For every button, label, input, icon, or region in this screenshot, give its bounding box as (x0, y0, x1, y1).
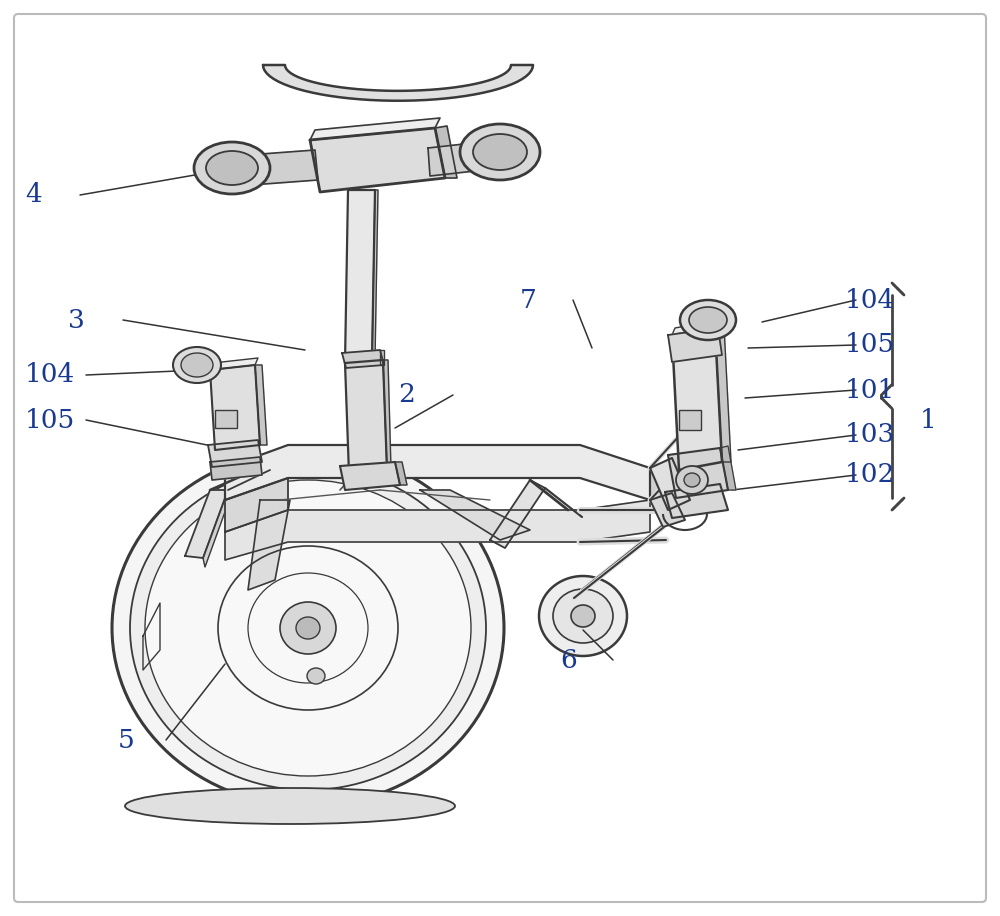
Polygon shape (672, 320, 718, 335)
Text: 101: 101 (845, 377, 895, 402)
Text: 5: 5 (118, 727, 135, 753)
Polygon shape (203, 490, 230, 567)
Polygon shape (668, 448, 728, 498)
Text: 7: 7 (520, 288, 537, 312)
Polygon shape (490, 480, 545, 548)
Ellipse shape (112, 450, 504, 806)
Text: 1: 1 (920, 408, 937, 432)
Polygon shape (225, 478, 288, 532)
Ellipse shape (173, 347, 221, 383)
Polygon shape (340, 462, 400, 490)
Polygon shape (345, 190, 375, 363)
Ellipse shape (553, 589, 613, 643)
Polygon shape (720, 446, 736, 490)
Ellipse shape (676, 466, 708, 494)
Ellipse shape (571, 605, 595, 627)
Polygon shape (428, 140, 502, 176)
Ellipse shape (145, 480, 471, 776)
Text: 103: 103 (845, 422, 895, 448)
Ellipse shape (194, 142, 270, 194)
Polygon shape (208, 440, 262, 467)
Polygon shape (650, 458, 680, 500)
Polygon shape (208, 360, 215, 372)
Bar (215, 410, 237, 428)
Text: 105: 105 (845, 333, 895, 357)
Polygon shape (143, 603, 160, 670)
Text: 102: 102 (845, 463, 895, 487)
Polygon shape (255, 365, 267, 445)
Polygon shape (342, 350, 384, 368)
Polygon shape (225, 445, 650, 500)
Polygon shape (263, 65, 533, 101)
Ellipse shape (296, 617, 320, 639)
Ellipse shape (689, 307, 727, 333)
Polygon shape (380, 350, 384, 365)
Polygon shape (718, 314, 727, 330)
Text: 3: 3 (68, 308, 85, 333)
Polygon shape (650, 458, 690, 510)
Polygon shape (185, 490, 228, 558)
Ellipse shape (181, 353, 213, 377)
Ellipse shape (130, 466, 486, 790)
Polygon shape (383, 360, 391, 470)
Bar (679, 410, 701, 430)
Text: 6: 6 (560, 648, 577, 672)
Ellipse shape (473, 134, 527, 170)
Ellipse shape (539, 576, 627, 656)
Polygon shape (345, 360, 387, 474)
Polygon shape (668, 328, 722, 362)
Text: 2: 2 (398, 383, 415, 408)
Polygon shape (372, 190, 378, 360)
Ellipse shape (307, 668, 325, 684)
Ellipse shape (125, 788, 455, 824)
Polygon shape (420, 490, 530, 540)
Text: 104: 104 (845, 288, 895, 312)
Polygon shape (395, 462, 407, 485)
Ellipse shape (680, 300, 736, 340)
Text: 104: 104 (25, 363, 75, 387)
Polygon shape (210, 457, 262, 480)
Polygon shape (672, 328, 722, 470)
Polygon shape (665, 484, 728, 518)
Ellipse shape (206, 151, 258, 185)
Text: 4: 4 (25, 182, 42, 208)
Polygon shape (310, 128, 445, 192)
Text: 105: 105 (25, 408, 75, 432)
Polygon shape (248, 500, 290, 590)
Polygon shape (210, 358, 258, 370)
Polygon shape (225, 500, 650, 560)
Polygon shape (715, 326, 731, 462)
Polygon shape (650, 493, 685, 527)
Ellipse shape (460, 124, 540, 180)
Polygon shape (210, 365, 260, 450)
Ellipse shape (280, 602, 336, 654)
Polygon shape (248, 150, 318, 185)
Polygon shape (435, 126, 457, 178)
Polygon shape (310, 118, 440, 140)
Ellipse shape (684, 473, 700, 487)
